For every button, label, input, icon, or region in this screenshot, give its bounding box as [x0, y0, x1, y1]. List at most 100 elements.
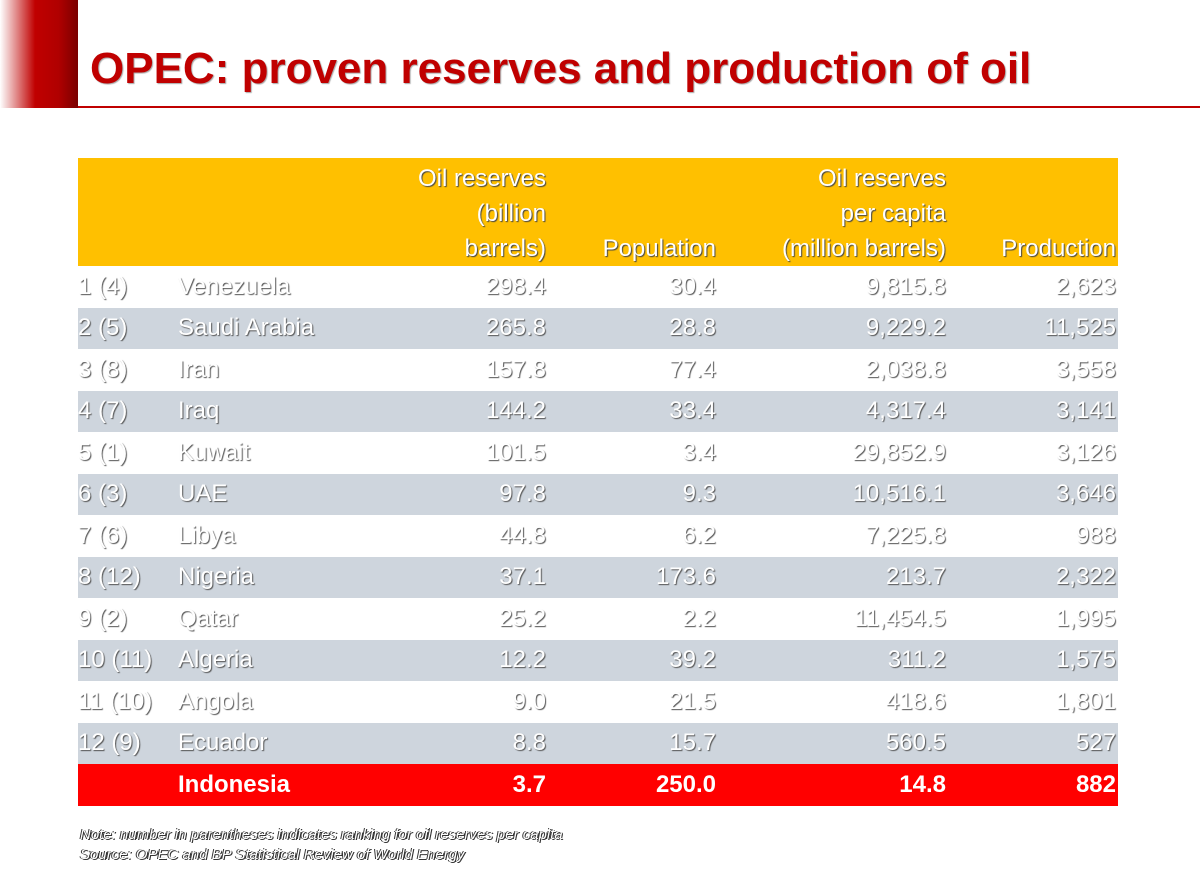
- population-cell: 9.3: [548, 473, 718, 515]
- country-cell: Iran: [178, 349, 398, 391]
- table-row: 3 (8) Iran 157.8 77.4 2,038.8 3,558: [78, 349, 1118, 391]
- production-cell: 2,623: [948, 266, 1118, 308]
- oil-reserves-cell: 25.2: [398, 598, 548, 640]
- table-header-row: Oil reserves (billion barrels) Populatio…: [78, 158, 1118, 266]
- country-cell: Saudi Arabia: [178, 307, 398, 349]
- population-cell: 33.4: [548, 390, 718, 432]
- title-divider: [78, 106, 1200, 108]
- country-cell: Algeria: [178, 639, 398, 681]
- header-oil-reserves-line-1: Oil reserves: [417, 165, 546, 192]
- country-cell: Ecuador: [178, 722, 398, 764]
- table-row: 2 (5) Saudi Arabia 265.8 28.8 9,229.2 11,525: [78, 307, 1118, 349]
- population-cell: 6.2: [548, 515, 718, 557]
- country-cell: Kuwait: [178, 432, 398, 474]
- production-cell: 882: [948, 764, 1118, 806]
- reserves-per-capita-cell: 2,038.8: [718, 349, 948, 391]
- rank-cell: 6 (3): [78, 473, 178, 515]
- reserves-per-capita-cell: 7,225.8: [718, 515, 948, 557]
- population-cell: 3.4: [548, 432, 718, 474]
- oil-reserves-cell: 97.8: [398, 473, 548, 515]
- table-row: 10 (11) Algeria 12.2 39.2 311.2 1,575: [78, 639, 1118, 681]
- production-cell: 527: [948, 722, 1118, 764]
- production-cell: 1,575: [948, 639, 1118, 681]
- table-row: 11 (10) Angola 9.0 21.5 418.6 1,801: [78, 681, 1118, 723]
- oil-reserves-cell: 3.7: [398, 764, 548, 806]
- table-row: 4 (7) Iraq 144.2 33.4 4,317.4 3,141: [78, 390, 1118, 432]
- reserves-per-capita-cell: 11,454.5: [718, 598, 948, 640]
- reserves-per-capita-cell: 9,815.8: [718, 266, 948, 308]
- header-oil-reserves: Oil reserves (billion barrels): [398, 158, 548, 266]
- table-row: 9 (2) Qatar 25.2 2.2 11,454.5 1,995: [78, 598, 1118, 640]
- country-cell: UAE: [178, 473, 398, 515]
- population-cell: 2.2: [548, 598, 718, 640]
- population-cell: 30.4: [548, 266, 718, 308]
- header-oil-reserves-line-2: (billion: [476, 200, 546, 227]
- table-row: 12 (9) Ecuador 8.8 15.7 560.5 527: [78, 722, 1118, 764]
- reserves-per-capita-cell: 14.8: [718, 764, 948, 806]
- reserves-per-capita-cell: 418.6: [718, 681, 948, 723]
- rank-cell: 2 (5): [78, 307, 178, 349]
- rank-cell: [78, 764, 178, 806]
- population-cell: 15.7: [548, 722, 718, 764]
- highlight-row-indonesia: Indonesia 3.7 250.0 14.8 882: [78, 764, 1118, 806]
- production-cell: 988: [948, 515, 1118, 557]
- footnote-note: Note: number in parentheses indicates ra…: [80, 826, 563, 843]
- oil-reserves-cell: 37.1: [398, 556, 548, 598]
- country-cell: Nigeria: [178, 556, 398, 598]
- oil-reserves-cell: 265.8: [398, 307, 548, 349]
- production-cell: 3,126: [948, 432, 1118, 474]
- population-cell: 21.5: [548, 681, 718, 723]
- production-cell: 3,558: [948, 349, 1118, 391]
- rank-cell: 7 (6): [78, 515, 178, 557]
- reserves-per-capita-cell: 29,852.9: [718, 432, 948, 474]
- header-country: [178, 158, 398, 266]
- table-row: 5 (1) Kuwait 101.5 3.4 29,852.9 3,126: [78, 432, 1118, 474]
- rank-cell: 5 (1): [78, 432, 178, 474]
- reserves-per-capita-cell: 4,317.4: [718, 390, 948, 432]
- population-cell: 77.4: [548, 349, 718, 391]
- oil-reserves-cell: 9.0: [398, 681, 548, 723]
- rank-cell: 4 (7): [78, 390, 178, 432]
- population-cell: 173.6: [548, 556, 718, 598]
- reserves-per-capita-cell: 10,516.1: [718, 473, 948, 515]
- rank-cell: 8 (12): [78, 556, 178, 598]
- country-cell: Iraq: [178, 390, 398, 432]
- rank-cell: 12 (9): [78, 722, 178, 764]
- title-accent-bar: [0, 0, 78, 108]
- header-per-capita-line-3: (million barrels): [781, 235, 946, 262]
- reserves-per-capita-cell: 311.2: [718, 639, 948, 681]
- reserves-per-capita-cell: 9,229.2: [718, 307, 948, 349]
- table-row: 6 (3) UAE 97.8 9.3 10,516.1 3,646: [78, 473, 1118, 515]
- header-per-capita-line-1: Oil reserves: [817, 165, 946, 192]
- page-title: OPEC: proven reserves and production of …: [90, 44, 1032, 93]
- rank-cell: 9 (2): [78, 598, 178, 640]
- oil-reserves-cell: 298.4: [398, 266, 548, 308]
- oil-reserves-cell: 144.2: [398, 390, 548, 432]
- table-row: 1 (4) Venezuela 298.4 30.4 9,815.8 2,623: [78, 266, 1118, 308]
- population-cell: 28.8: [548, 307, 718, 349]
- production-cell: 1,801: [948, 681, 1118, 723]
- population-cell: 250.0: [548, 764, 718, 806]
- header-per-capita-line-2: per capita: [840, 200, 946, 227]
- country-cell: Libya: [178, 515, 398, 557]
- production-cell: 3,141: [948, 390, 1118, 432]
- oil-reserves-cell: 12.2: [398, 639, 548, 681]
- oil-reserves-cell: 101.5: [398, 432, 548, 474]
- production-cell: 2,322: [948, 556, 1118, 598]
- production-cell: 11,525: [948, 307, 1118, 349]
- country-cell: Angola: [178, 681, 398, 723]
- rank-cell: 1 (4): [78, 266, 178, 308]
- header-reserves-per-capita: Oil reserves per capita (million barrels…: [718, 158, 948, 266]
- country-cell: Venezuela: [178, 266, 398, 308]
- header-oil-reserves-line-3: barrels): [464, 235, 546, 262]
- table-body: 1 (4) Venezuela 298.4 30.4 9,815.8 2,623 2 (5)…: [78, 266, 1118, 806]
- header-rank: [78, 158, 178, 266]
- header-population: Population: [548, 158, 718, 266]
- population-cell: 39.2: [548, 639, 718, 681]
- country-cell: Indonesia: [178, 764, 398, 806]
- header-production: Production: [948, 158, 1118, 266]
- oil-reserves-cell: 157.8: [398, 349, 548, 391]
- rank-cell: 3 (8): [78, 349, 178, 391]
- table-row: 8 (12) Nigeria 37.1 173.6 213.7 2,322: [78, 556, 1118, 598]
- table-row: 7 (6) Libya 44.8 6.2 7,225.8 988: [78, 515, 1118, 557]
